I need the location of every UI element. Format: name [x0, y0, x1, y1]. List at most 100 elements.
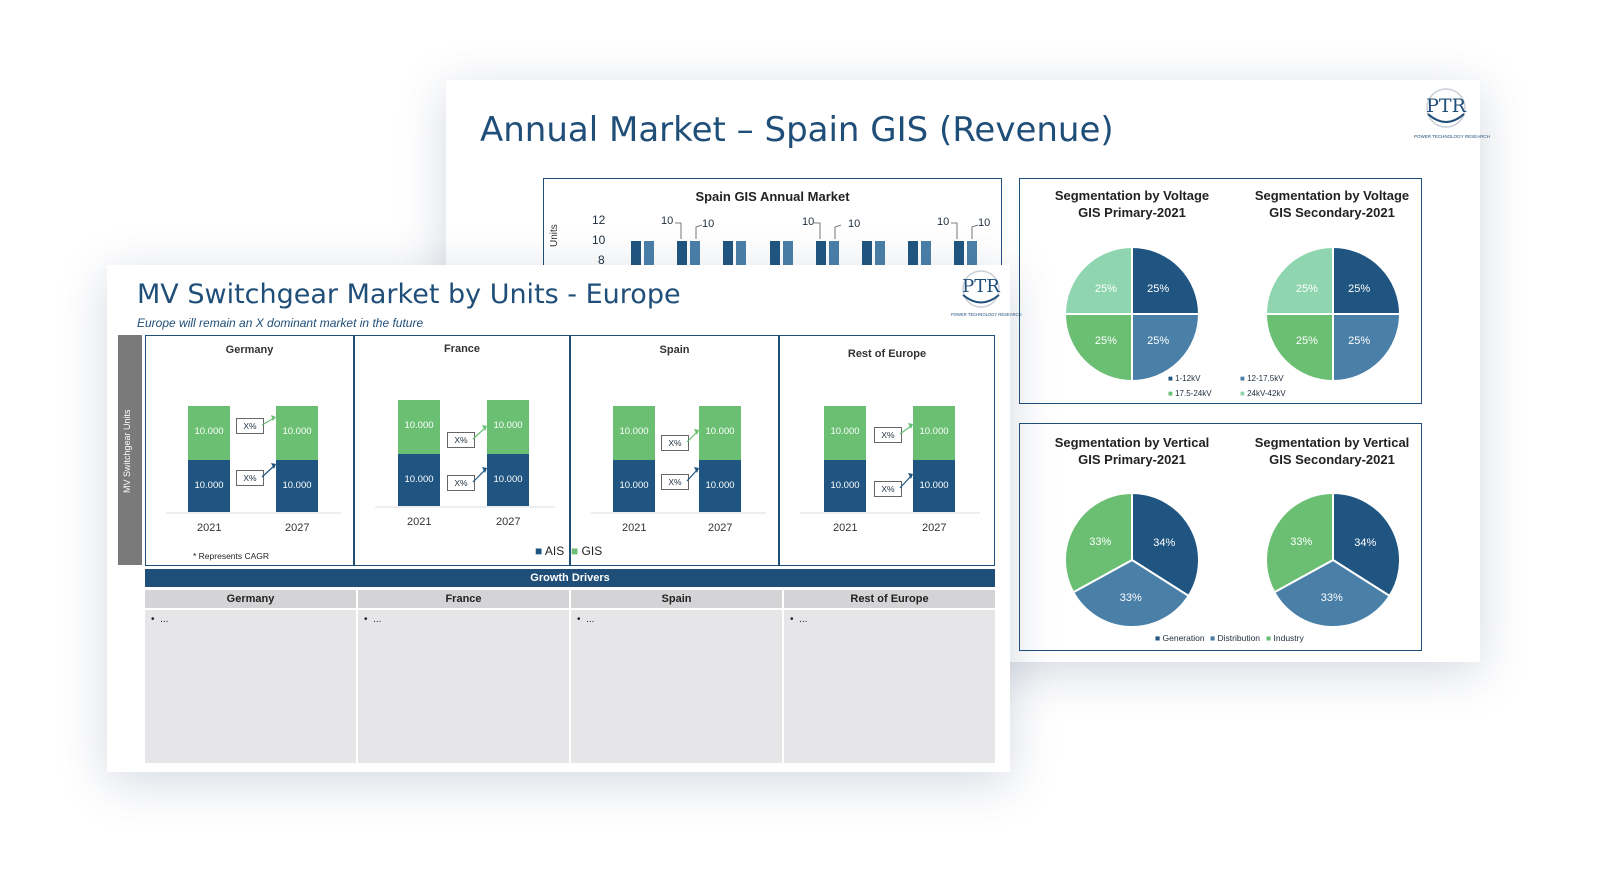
ytick-12: 12	[592, 213, 606, 227]
front-slide: MV Switchgear Market by Units - Europe E…	[107, 265, 1022, 772]
gd-column-header: Germany	[145, 590, 356, 608]
cagr-box: X%	[874, 427, 902, 443]
pie-vertical-primary: 34% 33% 33%	[1064, 492, 1200, 628]
data-label: 10	[937, 216, 950, 228]
pie-label: 34%	[1354, 537, 1376, 549]
bar-ais-2027: 10.000	[276, 460, 318, 512]
pie-slice-17-5-24kv	[1064, 313, 1133, 382]
voltage-secondary-subtitle: GIS Secondary-2021	[1269, 205, 1395, 220]
cagr-box: X%	[236, 418, 264, 434]
front-slide-title: MV Switchgear Market by Units - Europe	[137, 279, 681, 310]
pie-vertical-secondary: 34% 33% 33%	[1265, 492, 1401, 628]
pie-label: 25%	[1296, 283, 1318, 295]
gd-column-rest-of-europe: • ...	[784, 610, 995, 763]
bar-ais-2021: 10.000	[398, 454, 440, 506]
front-slide-subtitle: Europe will remain an X dominant market …	[137, 316, 424, 330]
panel-germany: Germany 10.000 10.000 10.000 10.000 X% X…	[145, 335, 354, 566]
pie-label: 25%	[1095, 335, 1117, 347]
legend-item: ■ 17.5-24kV	[1168, 389, 1212, 398]
pie-slice-industry	[1064, 492, 1133, 594]
vertical-primary-title: Segmentation by Vertical	[1054, 435, 1210, 450]
cagr-box: X%	[447, 475, 475, 491]
pie-slice-24kv-42kv	[1265, 246, 1334, 315]
legend-item: ■ 1-12kV	[1168, 374, 1201, 383]
chart-legend: ■ AIS ■ GIS	[535, 544, 603, 558]
cagr-box: X%	[661, 435, 689, 451]
voltage-primary-title: Segmentation by Voltage	[1054, 188, 1210, 203]
cagr-note: * Represents CAGR	[193, 551, 270, 561]
bar-ais-2027: 10.000	[913, 460, 955, 512]
panel-title: Rest of Europe	[847, 348, 927, 360]
year-label: 2021	[197, 522, 222, 534]
logo-subtext: POWER TECHNOLOGY RESEARCH	[951, 312, 1022, 317]
ptr-logo: PTR POWER TECHNOLOGY RESEARCH	[951, 267, 1022, 321]
pie-voltage-primary: 25% 25% 25% 25%	[1064, 246, 1200, 382]
year-label: 2027	[285, 522, 310, 534]
bar-ais-2027: 10.000	[487, 454, 529, 506]
logo-text: PTR	[1426, 95, 1466, 117]
pie-label: 25%	[1348, 283, 1370, 295]
ytick-8: 8	[598, 253, 605, 267]
logo-subtext: POWER TECHNOLOGY RESEARCH	[1414, 134, 1490, 139]
cagr-box: X%	[874, 481, 902, 497]
pie-slice-12-17-5kv	[1332, 313, 1401, 382]
gd-column-header: Spain	[571, 590, 782, 608]
vertical-secondary-subtitle: GIS Secondary-2021	[1269, 452, 1395, 467]
gd-column-spain: • ...	[571, 610, 782, 763]
panel-france: France 10.000 10.000 10.000 10.000 X% X%…	[354, 335, 570, 566]
pie-label: 25%	[1348, 335, 1370, 347]
panel-title: Germany	[225, 344, 274, 356]
gd-bullet: • ...	[577, 614, 595, 625]
pie-label: 33%	[1089, 536, 1111, 548]
cagr-box: X%	[447, 432, 475, 448]
panel-spain: Spain 10.000 10.000 10.000 10.000 X% X% …	[535, 335, 779, 566]
pie-label: 34%	[1153, 537, 1175, 549]
cagr-arrows	[375, 425, 555, 508]
bar-gis-2027: 10.000	[913, 406, 955, 460]
pie-label: 25%	[1296, 335, 1318, 347]
gd-column-header: France	[358, 590, 569, 608]
back-slide-title: Annual Market – Spain GIS (Revenue)	[480, 110, 1114, 150]
ytick-10: 10	[592, 233, 606, 247]
vertical-primary-subtitle: GIS Primary-2021	[1078, 452, 1186, 467]
data-label: 10	[802, 216, 815, 228]
vertical-secondary-title: Segmentation by Vertical	[1254, 435, 1410, 450]
pie-slice-1-12kv	[1131, 246, 1200, 315]
legend-item: ■ Distribution	[1210, 633, 1261, 643]
gd-bullet: • ...	[151, 614, 169, 625]
ptr-logo: PTR POWER TECHNOLOGY RESEARCH	[1414, 86, 1490, 142]
cagr-box: X%	[661, 474, 689, 490]
pie-label: 33%	[1290, 536, 1312, 548]
year-label: 2021	[833, 522, 858, 534]
pie-slice-24kv-42kv	[1064, 246, 1133, 315]
voltage-primary-subtitle: GIS Primary-2021	[1078, 205, 1186, 220]
cagr-box: X%	[236, 470, 264, 486]
bar-gis-2027: 10.000	[699, 406, 741, 460]
vertical-segmentation-box: Segmentation by Vertical GIS Primary-202…	[1019, 423, 1422, 651]
gd-bullet: • ...	[364, 614, 382, 625]
gd-column-header: Rest of Europe	[784, 590, 995, 608]
bar-gis-2021: 10.000	[824, 406, 866, 460]
bar-gis-2027: 10.000	[487, 400, 529, 454]
gd-bullet: • ...	[790, 614, 808, 625]
cagr-arrows	[166, 415, 341, 514]
data-label: 10	[978, 217, 991, 229]
voltage-secondary-title: Segmentation by Voltage	[1254, 188, 1410, 203]
data-label: 10	[848, 218, 861, 230]
pie-slice-1-12kv	[1332, 246, 1401, 315]
logo-text: PTR	[962, 276, 1000, 297]
side-label: MV Switchgear Units	[122, 409, 132, 493]
bar-gis-2021: 10.000	[398, 400, 440, 454]
legend-item: ■ 24kV-42kV	[1240, 389, 1286, 398]
panel-title: France	[443, 343, 481, 355]
year-label: 2021	[622, 522, 647, 534]
data-label: 10	[702, 218, 715, 230]
bar-gis-2021: 10.000	[613, 406, 655, 460]
cagr-arrows	[800, 423, 980, 514]
legend-item: ■ Generation	[1155, 633, 1205, 643]
spain-gis-chart-title: Spain GIS Annual Market	[695, 189, 850, 204]
bar-ais-2027: 10.000	[699, 460, 741, 512]
pie-label: 25%	[1147, 335, 1169, 347]
cagr-arrows	[591, 429, 766, 514]
gd-column-germany: • ...	[145, 610, 356, 763]
